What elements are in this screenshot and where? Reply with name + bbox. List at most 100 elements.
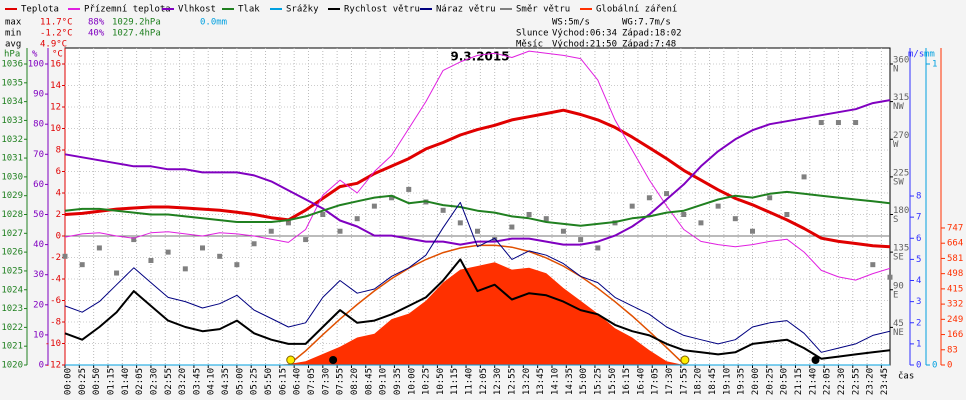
y-tick-label: 40	[33, 240, 44, 250]
direction-point	[835, 120, 841, 126]
axis-label: mm	[924, 50, 935, 60]
y-tick-label: -12	[45, 361, 61, 371]
y-tick-label: 1032	[1, 135, 23, 145]
direction-point	[303, 237, 309, 243]
y2-tick-name: SW	[893, 177, 904, 187]
y2-tick-label: 4	[916, 276, 921, 286]
y2-tick-label: 8	[916, 192, 921, 202]
stat: -1.2°C	[40, 29, 73, 39]
x-tick-label: 07:55	[336, 368, 346, 395]
x-tick-label: 21:40	[808, 368, 818, 395]
y-tick-label: 60	[33, 180, 44, 190]
direction-point	[96, 245, 102, 251]
direction-point	[492, 237, 498, 243]
y-tick-label: 4	[56, 189, 61, 199]
y2-tick-label: 83	[947, 345, 958, 355]
x-tick-label: 23:20	[866, 368, 876, 395]
y-tick-label: -6	[50, 296, 61, 306]
x-tick-label: 02:30	[149, 368, 159, 395]
y2-tick-label: 2	[916, 318, 921, 328]
x-tick-label: 05:50	[264, 368, 274, 395]
y-tick-label: 1034	[1, 97, 23, 107]
direction-point	[62, 253, 68, 259]
y-tick-label: 2	[56, 210, 61, 220]
y-tick-label: 20	[33, 300, 44, 310]
y-tick-label: 10	[33, 330, 44, 340]
direction-point	[200, 245, 205, 251]
y-tick-label: 1021	[1, 342, 23, 352]
y2-tick-name: N	[893, 65, 898, 75]
y2-tick-name: W	[893, 140, 899, 150]
x-tick-label: 18:20	[694, 368, 704, 395]
x-tick-label: 18:45	[708, 368, 718, 395]
y2-tick-label: 249	[947, 315, 963, 325]
y-tick-label: 10	[50, 124, 61, 134]
x-tick-label: 14:10	[550, 368, 560, 395]
direction-point	[543, 216, 549, 222]
y-tick-label: 90	[33, 90, 44, 100]
y-tick-label: 1023	[1, 304, 23, 314]
y2-tick-name: S	[893, 215, 898, 225]
legend-label: Rychlost větru	[344, 5, 420, 15]
y-tick-label: 8	[56, 146, 61, 156]
x-tick-label: 00:00	[64, 368, 74, 395]
x-tick-label: 09:35	[393, 368, 403, 395]
y2-tick-name: NW	[893, 102, 904, 112]
y2-tick-label: 0	[916, 361, 921, 371]
y2-tick-label: 6	[916, 234, 921, 244]
y-tick-label: 12	[50, 103, 61, 113]
y2-tick-label: 498	[947, 269, 963, 279]
direction-point	[767, 195, 773, 201]
info: WS:5m/s	[552, 18, 590, 28]
x-tick-label: 20:25	[765, 368, 775, 395]
moon-event	[811, 356, 820, 364]
direction-point	[750, 228, 755, 234]
axis-label: hPa	[4, 50, 20, 60]
x-tick-label: 00:50	[92, 368, 102, 395]
direction-point	[578, 237, 584, 243]
direction-point	[268, 228, 274, 234]
direction-point	[285, 220, 291, 226]
direction-point	[320, 212, 326, 217]
direction-point	[114, 270, 120, 276]
x-tick-label: 04:10	[207, 368, 217, 395]
x-tick-label: 12:55	[508, 368, 518, 395]
x-tick-label: 15:25	[593, 368, 603, 395]
stat: 88%	[88, 18, 105, 28]
y2-tick-label: 270	[893, 131, 909, 141]
x-tick-label: 21:15	[794, 368, 804, 395]
legend-label: Tlak	[238, 5, 260, 15]
axis-label: °C	[52, 50, 63, 60]
sun-event	[286, 355, 296, 365]
x-tick-label: 02:55	[164, 368, 174, 395]
y-tick-label: 1033	[1, 116, 23, 126]
x-tick-label: 03:20	[178, 368, 188, 395]
info: Východ:21:50	[552, 40, 617, 50]
direction-point	[182, 266, 188, 272]
y-tick-label: 0	[39, 361, 44, 371]
direction-point	[560, 228, 566, 234]
y-tick-label: 1029	[1, 191, 23, 201]
legend-label: Teplota	[21, 5, 59, 15]
line	[64, 99, 891, 246]
x-tick-label: 08:45	[364, 368, 374, 395]
x-tick-label: 11:40	[465, 368, 475, 395]
x-tick-label: 14:35	[565, 368, 575, 395]
direction-point	[354, 216, 360, 222]
clear-sky-curve	[287, 244, 685, 366]
x-tick-label: 16:15	[622, 368, 632, 395]
x-tick-label: 16:40	[636, 368, 646, 395]
x-tick-label: 22:55	[851, 368, 861, 395]
x-tick-label: 00:25	[78, 368, 88, 395]
x-tick-label: 15:50	[608, 368, 618, 395]
y-tick-label: 16	[50, 60, 61, 70]
direction-point	[165, 249, 171, 255]
line	[64, 108, 891, 249]
direction-point	[389, 195, 395, 201]
y2-tick-label: 225	[893, 168, 909, 178]
x-tick-label: 20:00	[751, 368, 761, 395]
y-tick-label: -10	[45, 339, 61, 349]
y2-tick-label: 45	[893, 319, 904, 329]
direction-point	[818, 120, 824, 126]
x-tick-label: 13:45	[536, 368, 546, 395]
